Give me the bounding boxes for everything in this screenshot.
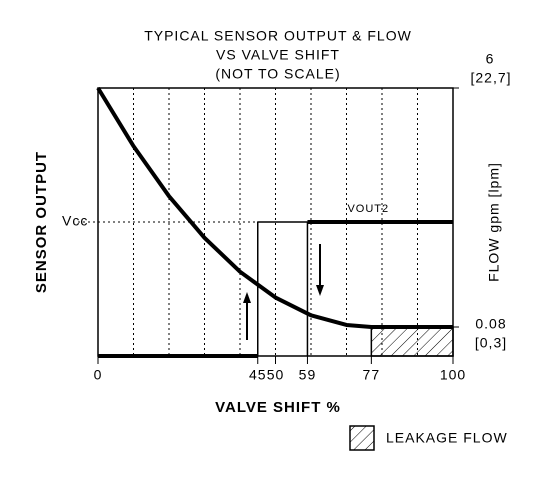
legend-swatch [349, 425, 375, 451]
x-tick-label: 77 [363, 367, 381, 383]
sensor-line [257, 221, 308, 356]
y2-tick-label-lpm: [22,7] [470, 70, 511, 86]
x-axis-label: VALVE SHIFT % [215, 399, 341, 416]
y-tick-label: Vcc [62, 213, 88, 229]
x-tick-label: 45 [249, 367, 267, 383]
x-tick-label: 0 [94, 367, 103, 383]
y2-tick-label-lpm: [0,3] [475, 335, 507, 351]
flow-curve [96, 86, 453, 329]
x-tick-label: 50 [267, 367, 285, 383]
y2-tick-label: 0.08 [475, 316, 506, 332]
y-axis-label: SENSOR OUTPUT [33, 151, 50, 293]
x-tick-label: 59 [299, 367, 317, 383]
arrow-head [316, 285, 324, 296]
legend-label: LEAKAGE FLOW [386, 430, 508, 446]
title-line: VS VALVE SHIFT [216, 47, 340, 63]
leakage-area [370, 326, 454, 357]
y2-tick-label: 6 [486, 51, 495, 67]
title-line: (NOT TO SCALE) [215, 66, 340, 82]
y2-axis-label: FLOW gpm [lpm] [486, 162, 502, 282]
series-label: VOUT2 [347, 203, 389, 215]
x-tick-label: 100 [440, 367, 466, 383]
title-line: TYPICAL SENSOR OUTPUT & FLOW [144, 28, 412, 44]
arrow-head [243, 292, 251, 303]
